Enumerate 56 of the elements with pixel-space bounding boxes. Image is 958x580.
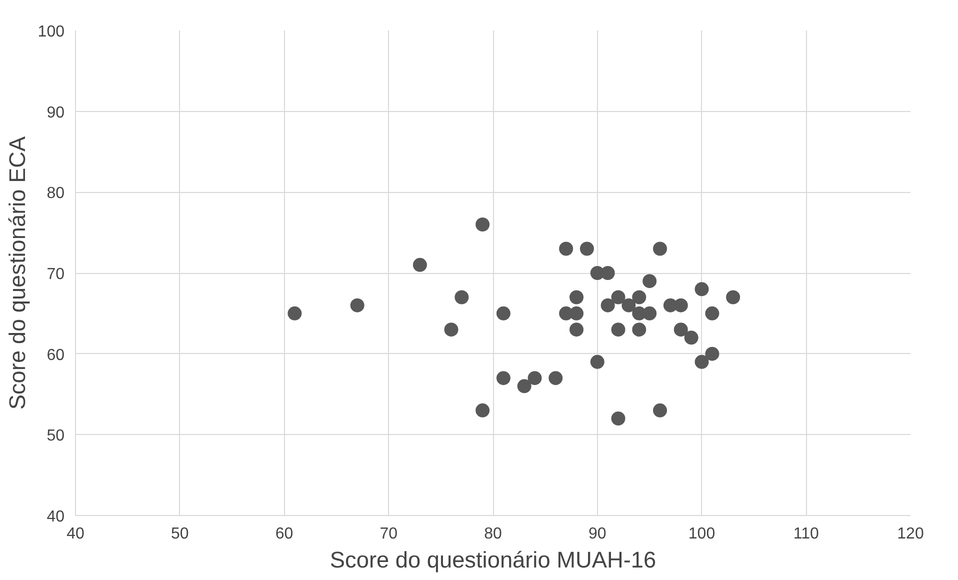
point [694,354,709,369]
point [705,306,720,320]
point [611,412,626,426]
x-tick-label: 70 [380,526,398,542]
point [548,371,563,386]
x-tick-label: 110 [793,526,819,542]
point [288,306,302,320]
point [694,282,709,296]
point [496,371,510,386]
point [444,322,458,337]
point [517,379,532,394]
point [570,322,584,337]
x-tick-label: 90 [588,526,606,542]
point [570,290,584,304]
point [476,403,490,418]
point [674,322,688,337]
point [559,242,574,256]
y-tick-label: 60 [46,346,65,364]
point [611,290,626,304]
point [684,330,698,345]
x-tick-label: 120 [897,526,924,542]
point [705,346,720,361]
x-tick-label: 60 [275,526,294,542]
point [350,298,364,312]
x-tick-label: 100 [688,526,716,542]
x-tick-label: 40 [66,526,84,542]
point [674,298,688,312]
point [642,274,657,288]
point [600,298,615,312]
point [590,354,604,369]
point [642,306,657,320]
point [611,322,626,337]
x-tick-label: 50 [170,526,189,542]
point [622,298,636,312]
y-tick-label: 90 [46,104,65,122]
point [570,306,584,320]
x-axis-title: Score do questionário MUAH-16 [330,546,656,572]
y-axis-title: Score do questionário ECA [4,135,30,410]
point [496,306,510,320]
point [600,266,615,280]
point [412,258,427,272]
point [528,371,542,386]
point [653,403,667,418]
y-tick-label: 50 [46,428,65,445]
point [454,290,469,304]
x-tick-label: 80 [484,526,502,542]
point [653,242,667,256]
y-tick-label: 70 [46,266,65,283]
point [632,322,646,337]
y-tick-label: 80 [46,185,65,202]
point [580,242,594,256]
point [632,290,646,304]
point [726,290,740,304]
y-tick-label: 40 [46,508,65,526]
y-tick-label: 100 [38,24,65,40]
point [476,218,490,232]
